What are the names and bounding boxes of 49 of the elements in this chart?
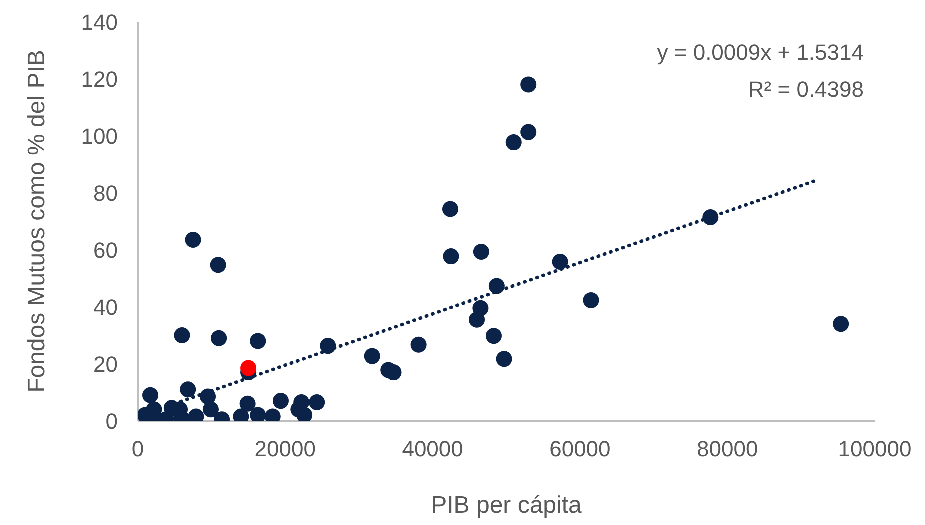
- point: [202, 402, 219, 418]
- point: [488, 278, 505, 294]
- point: [250, 333, 266, 350]
- point: [309, 394, 326, 410]
- point: [210, 257, 226, 274]
- point: [174, 328, 190, 344]
- point: [702, 210, 719, 226]
- point: [240, 396, 256, 412]
- point: [320, 338, 336, 354]
- point: [410, 336, 427, 353]
- x-tick-label: 0: [132, 436, 144, 462]
- point: [520, 76, 537, 93]
- y-tick-label: 60: [94, 238, 118, 263]
- x-tick-label: 40000: [402, 436, 464, 462]
- point: [200, 388, 216, 405]
- y-tick-label: 20: [94, 352, 118, 377]
- point: [552, 254, 568, 270]
- y-tick-label: 40: [94, 294, 118, 320]
- point: [272, 393, 289, 410]
- point: [185, 232, 202, 248]
- x-tick-label: 60000: [550, 436, 611, 462]
- y-tick-label: 80: [94, 180, 118, 206]
- point: [520, 124, 537, 140]
- annotation: R² = 0.4398: [748, 77, 864, 102]
- point: [472, 300, 489, 316]
- point: [386, 364, 402, 381]
- point: [442, 201, 458, 218]
- x-axis-title: PIB per cápita: [431, 492, 583, 519]
- annotation: y = 0.0009x + 1.5314: [657, 40, 864, 65]
- x-tick-label: 100000: [838, 436, 912, 462]
- point: [506, 134, 522, 151]
- y-axis-title: Fondos Mutuos como % del PIB: [24, 50, 51, 393]
- point: [180, 382, 196, 398]
- x-tick-label: 20000: [254, 436, 316, 462]
- point: [364, 348, 380, 364]
- point: [833, 316, 850, 332]
- y-tick-label: 0: [106, 408, 118, 434]
- point: [496, 351, 512, 368]
- point: [211, 330, 228, 346]
- y-tick-label: 100: [81, 124, 118, 149]
- point: [142, 387, 159, 404]
- point: [443, 248, 460, 265]
- y-tick-label: 120: [81, 66, 118, 92]
- point: [583, 292, 600, 308]
- x-tick-label: 80000: [697, 436, 758, 462]
- y-tick-label: 140: [81, 10, 118, 35]
- point: [486, 328, 502, 344]
- point: [240, 360, 257, 376]
- point: [473, 244, 490, 260]
